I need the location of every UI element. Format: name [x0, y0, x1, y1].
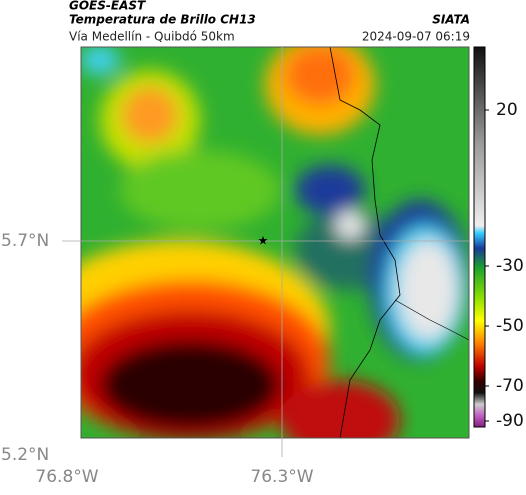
axis-labels: 5.7°N 5.2°N76.8°W 76.3°W [1, 231, 314, 487]
timestamp: 2024-09-07 06:19 [362, 30, 470, 44]
colorbar-tick-label: -50 [496, 316, 524, 336]
colorbar-ticks: 20 -30 -50 -70 -90 [485, 100, 524, 431]
map [81, 47, 469, 438]
lon-label: 76.3°W [250, 467, 313, 487]
map-frame [80, 46, 470, 439]
source: GOES-EAST [69, 0, 146, 13]
colorbar-tick-label: -30 [496, 256, 524, 276]
brand: SIATA [432, 13, 470, 27]
colorbar-tick-label: -90 [496, 411, 524, 431]
colorbar-tick-label: -70 [496, 376, 524, 396]
location-star: ★ [258, 234, 269, 248]
title: Temperatura de Brillo CH13 [69, 13, 256, 27]
lat-label: 5.2°N [1, 445, 49, 465]
colorbar-tick-label: 20 [496, 100, 518, 120]
lat-label: 5.7°N [1, 231, 49, 251]
subtitle: Vía Medellín - Quibdó 50km [69, 30, 235, 44]
lon-label: 76.8°W [35, 467, 98, 487]
colorbar [473, 46, 486, 428]
